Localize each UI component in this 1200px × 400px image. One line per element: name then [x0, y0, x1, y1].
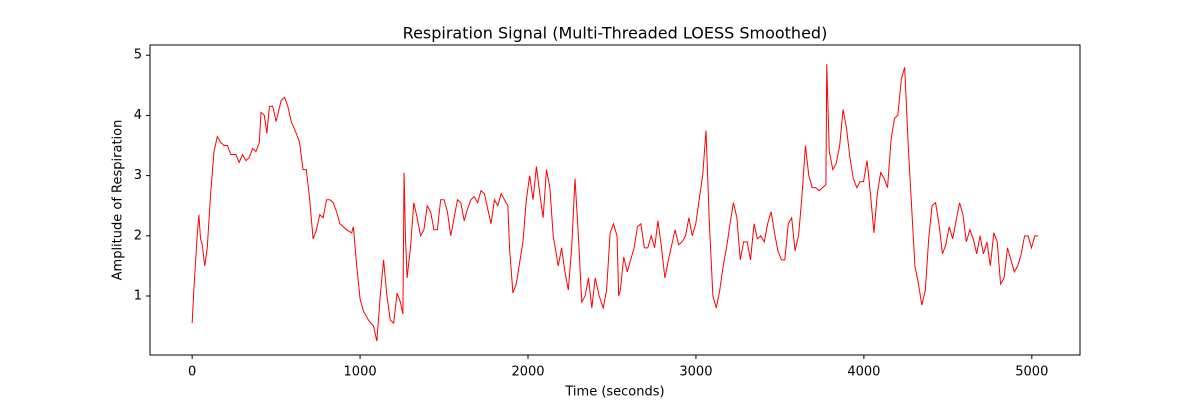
chart-title: Respiration Signal (Multi-Threaded LOESS… — [403, 24, 828, 43]
y-tick-label: 1 — [134, 289, 142, 304]
y-tick-label: 3 — [134, 168, 142, 183]
x-tick-label: 1000 — [344, 365, 377, 380]
y-tick-label: 2 — [134, 228, 142, 243]
x-tick-label: 2000 — [511, 365, 544, 380]
x-tick-label: 5000 — [1015, 365, 1048, 380]
x-tick-label: 0 — [188, 365, 196, 380]
y-tick-label: 4 — [134, 108, 142, 123]
data-line — [191, 64, 1039, 342]
x-tick-label: 4000 — [847, 365, 880, 380]
plot-frame — [149, 44, 1081, 356]
y-tick-label: 5 — [134, 48, 142, 63]
x-tick-label: 3000 — [679, 365, 712, 380]
x-axis-label: Time (seconds) — [564, 385, 664, 400]
y-axis-label: Amplitude of Respiration — [111, 120, 126, 281]
